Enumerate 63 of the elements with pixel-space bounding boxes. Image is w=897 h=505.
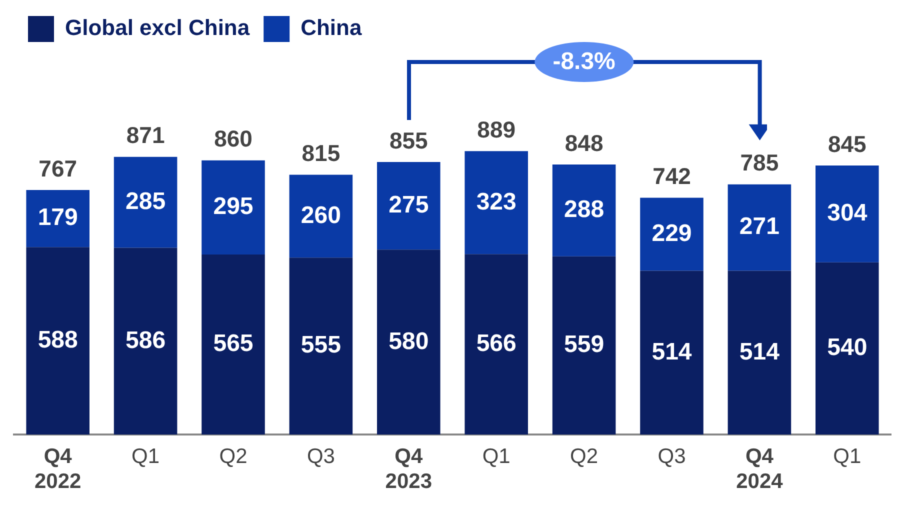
x-tick-label: Q2	[219, 444, 248, 468]
bar	[202, 160, 265, 254]
bar	[377, 162, 440, 250]
bar	[728, 184, 792, 271]
total-label: 860	[214, 126, 252, 152]
bar	[816, 166, 879, 262]
x-tick-label: Q4 2022	[34, 444, 82, 494]
data-label: 580	[388, 328, 429, 355]
total-label: 845	[828, 130, 867, 157]
data-label: 559	[564, 331, 604, 358]
bar	[552, 164, 616, 256]
total-label: 767	[38, 155, 78, 182]
x-tick-label: Q4 2023	[385, 444, 432, 494]
data-label: 555	[300, 332, 341, 359]
bar	[289, 174, 353, 258]
bar	[289, 258, 353, 435]
bar	[114, 156, 178, 248]
total-label: 815	[302, 140, 340, 166]
bar	[114, 248, 178, 435]
x-tick-label: Q4 2024	[736, 444, 784, 494]
data-label: 229	[652, 220, 692, 247]
legend-label: Global excl China	[65, 15, 250, 40]
data-label: 295	[213, 193, 254, 220]
data-label: 323	[476, 188, 516, 216]
bar	[728, 270, 792, 435]
bar	[377, 250, 440, 435]
bar	[552, 256, 616, 435]
total-label: 848	[564, 130, 604, 156]
x-tick-label: Q3	[658, 444, 686, 468]
bar	[640, 270, 704, 435]
data-label: 285	[126, 188, 166, 215]
x-tick-label: Q1	[833, 444, 862, 468]
data-label: 275	[388, 191, 429, 218]
bar	[464, 254, 528, 435]
data-label: 179	[38, 204, 78, 232]
total-label: 855	[389, 127, 428, 154]
bar	[202, 254, 265, 435]
text: -8.3%	[534, 42, 634, 82]
data-label: 566	[476, 330, 516, 357]
legend-label: China	[300, 15, 362, 40]
data-label: 304	[827, 200, 868, 227]
bar	[640, 198, 704, 271]
data-label: 260	[300, 202, 341, 229]
data-label: 288	[564, 196, 604, 224]
data-label: 271	[739, 213, 780, 240]
x-tick-label: Q1	[132, 444, 160, 468]
data-label: 588	[38, 326, 78, 354]
x-tick-label: Q2	[570, 444, 598, 468]
total-label: 871	[126, 122, 165, 148]
total-label: 785	[740, 150, 779, 176]
data-label: 586	[126, 326, 166, 354]
bar	[816, 262, 879, 435]
x-tick-label: Q1	[482, 444, 510, 468]
total-label: 742	[652, 163, 691, 190]
bar	[26, 247, 90, 435]
data-label: 565	[213, 330, 254, 358]
x-tick-label: Q3	[306, 444, 335, 468]
data-label: 514	[652, 338, 692, 366]
bar	[464, 151, 528, 254]
total-label: 889	[477, 116, 516, 142]
data-label: 514	[739, 338, 780, 366]
data-label: 540	[827, 334, 868, 362]
bar	[26, 190, 90, 248]
